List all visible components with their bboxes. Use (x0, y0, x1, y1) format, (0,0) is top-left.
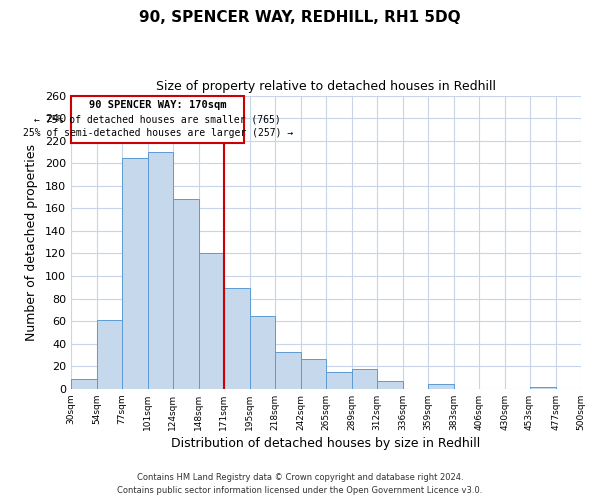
Text: 25% of semi-detached houses are larger (257) →: 25% of semi-detached houses are larger (… (23, 128, 293, 138)
Bar (530, 386, 556, 389)
Bar (97, 320, 122, 389)
Title: Size of property relative to detached houses in Redhill: Size of property relative to detached ho… (156, 80, 496, 93)
Bar (122, 158, 148, 389)
X-axis label: Distribution of detached houses by size in Redhill: Distribution of detached houses by size … (171, 437, 481, 450)
Bar (148, 152, 173, 389)
Bar (199, 254, 224, 389)
Bar (250, 316, 275, 389)
Bar (173, 200, 199, 389)
Bar (428, 384, 454, 389)
Text: 90, SPENCER WAY, REDHILL, RH1 5DQ: 90, SPENCER WAY, REDHILL, RH1 5DQ (139, 10, 461, 25)
Text: Contains HM Land Registry data © Crown copyright and database right 2024.
Contai: Contains HM Land Registry data © Crown c… (118, 474, 482, 495)
Text: ← 75% of detached houses are smaller (765): ← 75% of detached houses are smaller (76… (34, 114, 281, 124)
Text: 90 SPENCER WAY: 170sqm: 90 SPENCER WAY: 170sqm (89, 100, 226, 110)
Bar (224, 288, 250, 389)
Bar (352, 368, 377, 389)
Bar (377, 381, 403, 389)
FancyBboxPatch shape (71, 96, 244, 143)
Bar (326, 372, 352, 389)
Bar (71, 378, 97, 389)
Bar (301, 360, 326, 389)
Y-axis label: Number of detached properties: Number of detached properties (25, 144, 38, 340)
Bar (275, 352, 301, 389)
